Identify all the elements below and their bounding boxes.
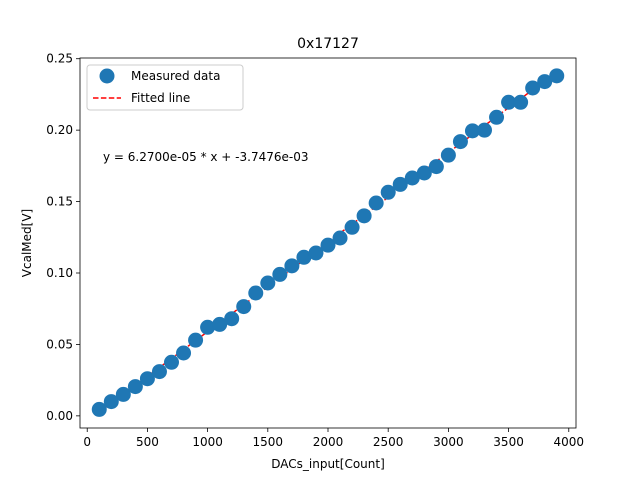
- y-axis-ticks: 0.00 0.05 0.10 0.15 0.20 0.25: [46, 52, 80, 423]
- y-tick-label: 0.15: [46, 195, 73, 209]
- legend-frame: [86, 64, 244, 111]
- data-point: [464, 123, 480, 139]
- y-tick-label: 0.05: [46, 337, 73, 351]
- data-point: [344, 219, 360, 235]
- x-tick-label: 2500: [373, 435, 404, 449]
- data-point: [200, 319, 216, 335]
- data-point: [103, 394, 119, 410]
- data-point: [176, 345, 192, 361]
- x-tick-label: 500: [136, 435, 159, 449]
- data-point: [537, 74, 553, 90]
- data-point: [368, 195, 384, 211]
- data-point: [440, 147, 456, 163]
- legend: Measured data Fitted line: [86, 64, 244, 111]
- data-point: [489, 109, 505, 125]
- x-tick-label: 3000: [433, 435, 464, 449]
- data-point: [188, 332, 204, 348]
- data-point: [212, 316, 228, 332]
- x-tick-label: 3500: [493, 435, 524, 449]
- x-tick-label: 4000: [554, 435, 585, 449]
- data-point: [332, 230, 348, 246]
- y-axis-label: VcalMed[V]: [20, 209, 34, 277]
- data-point: [501, 94, 517, 110]
- data-point: [127, 379, 143, 395]
- y-tick-label: 0.10: [46, 266, 73, 280]
- data-point: [452, 134, 468, 150]
- data-point: [549, 68, 565, 84]
- data-point: [272, 266, 288, 282]
- fit-equation-annotation: y = 6.2700e-05 * x + -3.7476e-03: [103, 150, 308, 164]
- data-point: [380, 184, 396, 200]
- plot-frame: [79, 57, 577, 429]
- legend-label-measured: Measured data: [131, 69, 220, 83]
- x-tick-label: 0: [83, 435, 91, 449]
- data-point: [91, 401, 107, 417]
- y-tick-label: 0.25: [46, 52, 73, 66]
- y-tick-label: 0.20: [46, 123, 73, 137]
- data-point: [428, 159, 444, 175]
- x-tick-label: 2000: [313, 435, 344, 449]
- chart-title: 0x17127: [297, 36, 359, 52]
- data-point: [404, 170, 420, 186]
- data-point: [296, 249, 312, 265]
- legend-label-fitted: Fitted line: [131, 91, 190, 105]
- data-point: [513, 94, 529, 110]
- legend-marker-measured: [99, 68, 115, 84]
- data-point: [525, 80, 541, 96]
- data-point: [416, 165, 432, 181]
- x-axis-label: DACs_input[Count]: [271, 457, 385, 471]
- x-axis-ticks: 0 500 1000 1500 2000 2500 3000 3500 4000: [83, 428, 584, 449]
- data-point: [151, 364, 167, 380]
- x-tick-label: 1500: [253, 435, 284, 449]
- measured-points-layer: [91, 68, 565, 417]
- data-point: [248, 285, 264, 301]
- data-point: [139, 371, 155, 387]
- data-point: [392, 176, 408, 192]
- data-point: [163, 354, 179, 370]
- y-tick-label: 0.00: [46, 409, 73, 423]
- data-point: [320, 237, 336, 253]
- data-point: [236, 299, 252, 315]
- data-point: [284, 258, 300, 274]
- data-point: [477, 122, 493, 138]
- data-point: [356, 208, 372, 224]
- data-point: [224, 311, 240, 327]
- data-point: [260, 275, 276, 291]
- data-point: [115, 386, 131, 402]
- x-tick-label: 1000: [192, 435, 223, 449]
- data-point: [308, 245, 324, 261]
